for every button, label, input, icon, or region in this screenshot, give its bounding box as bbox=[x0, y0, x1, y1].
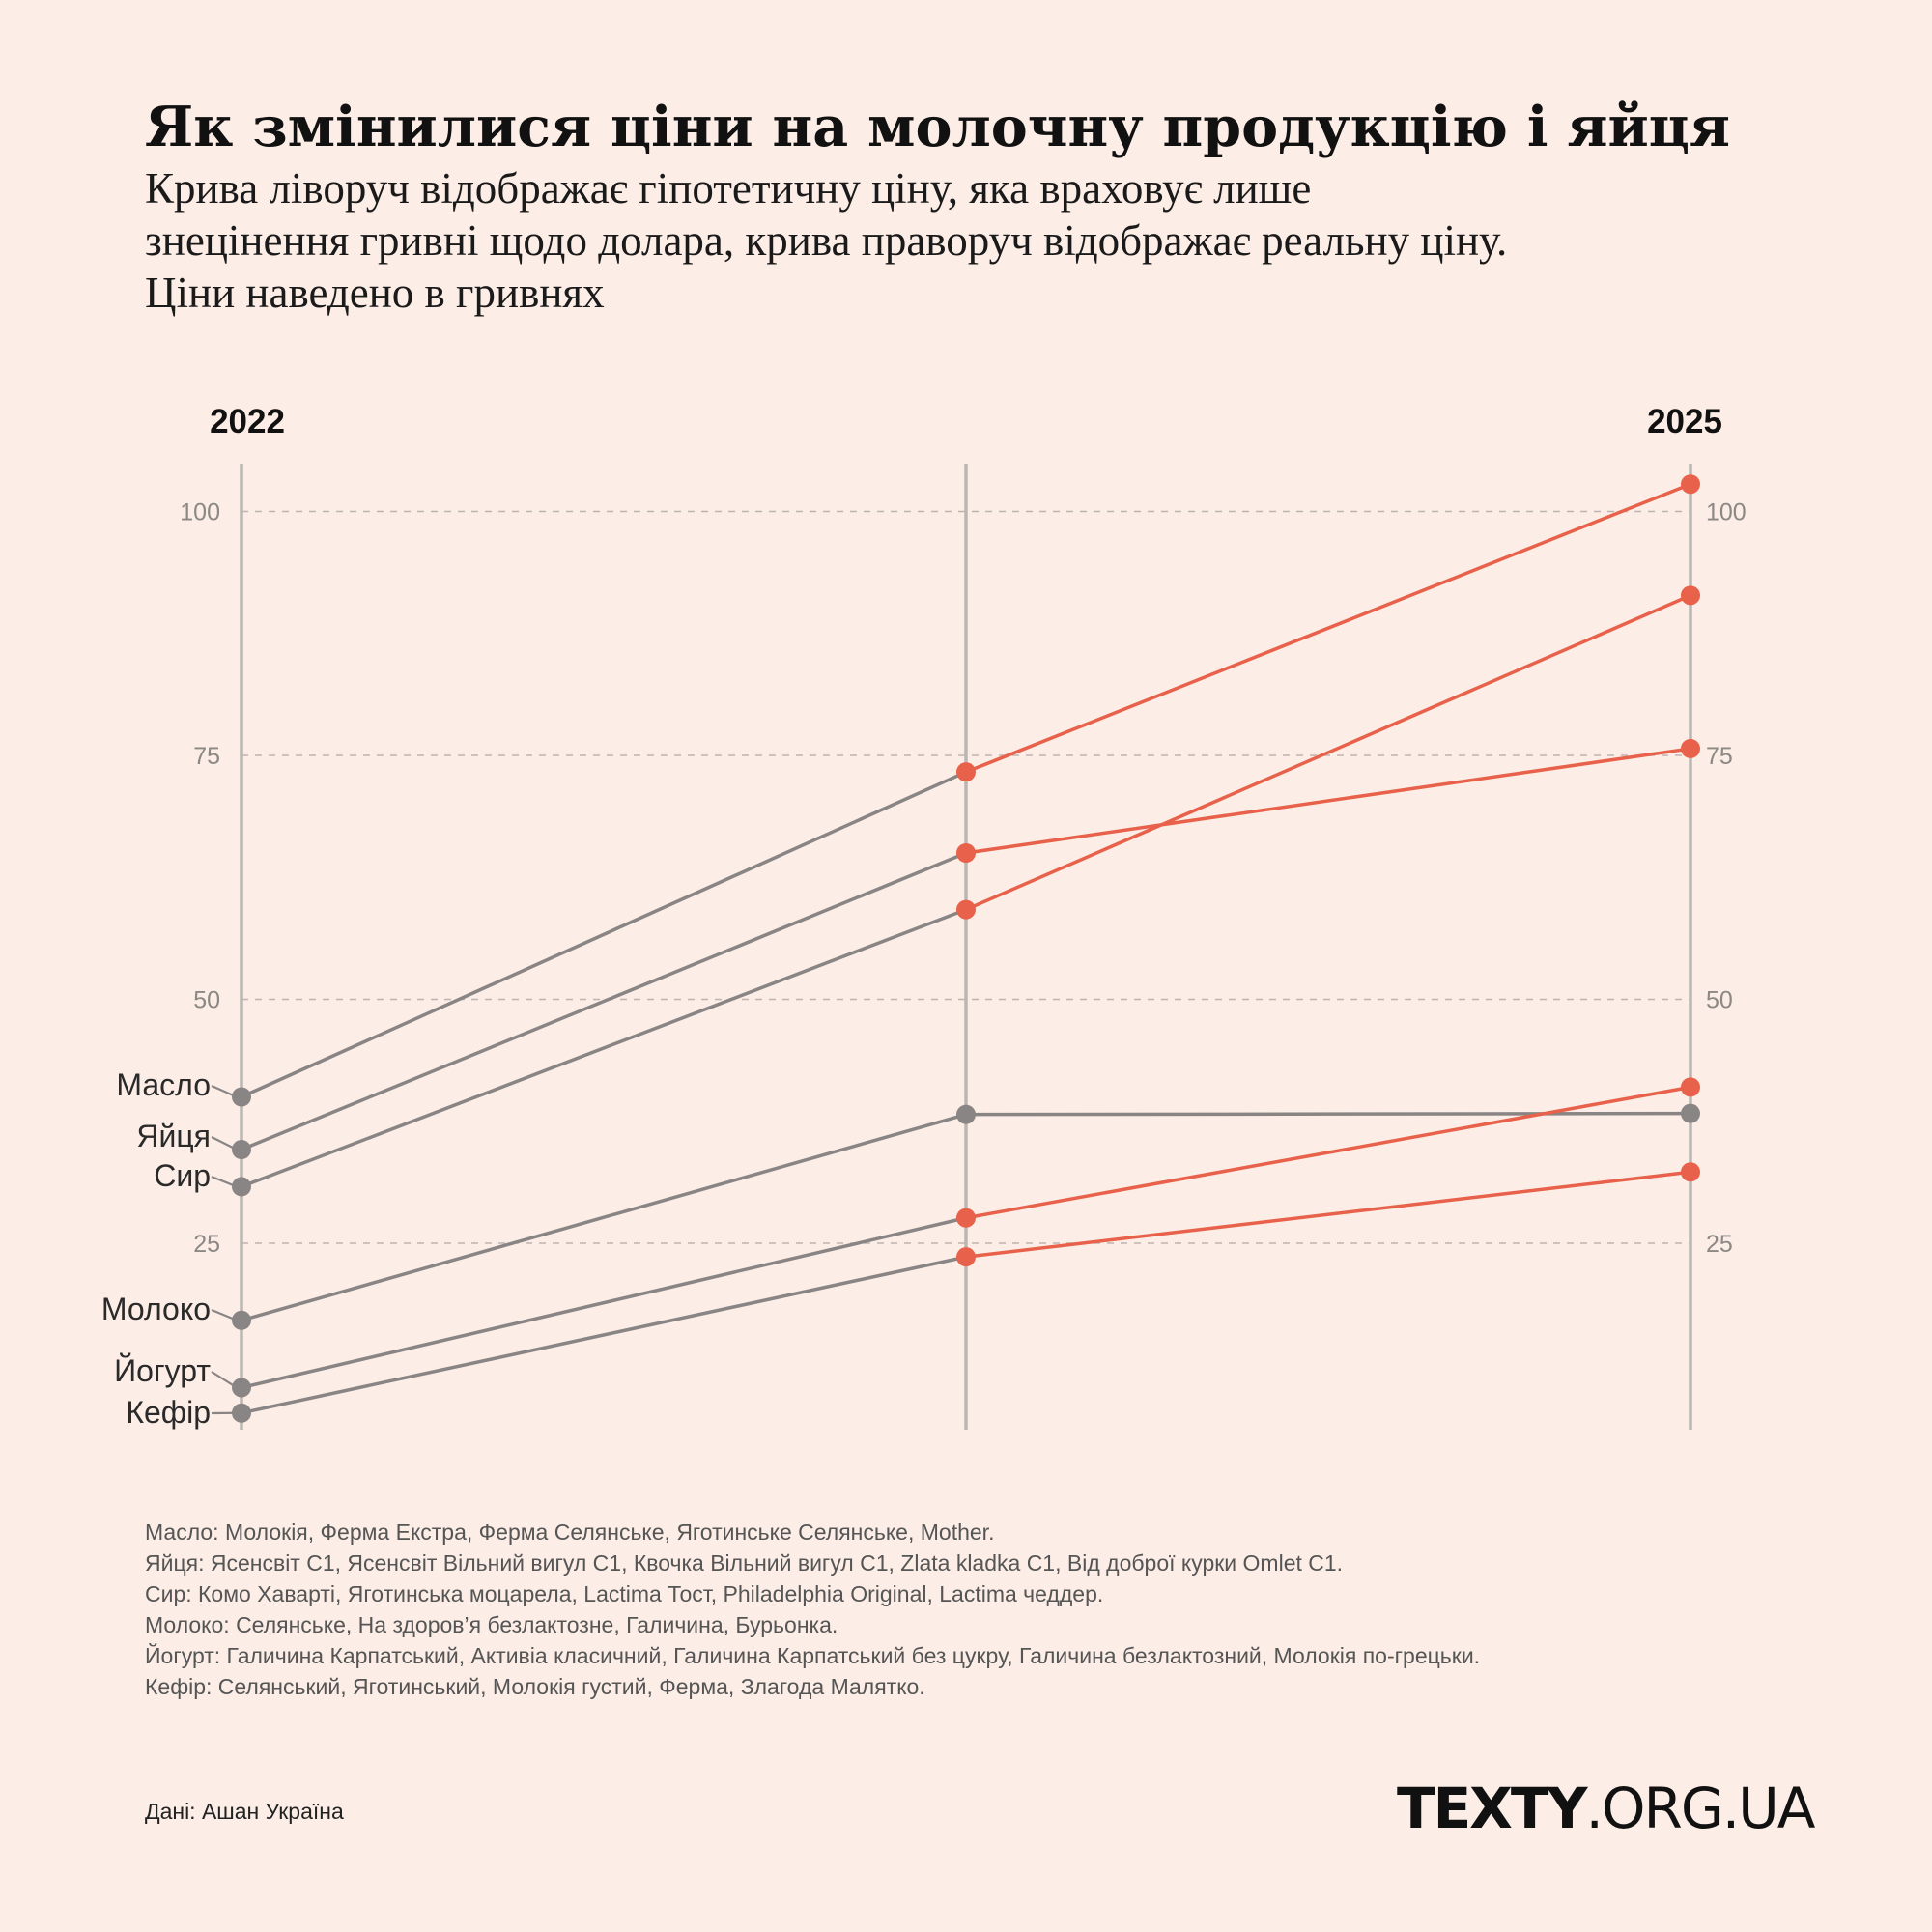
data-point bbox=[232, 1087, 251, 1107]
brand-logo-bold: TEXTY bbox=[1397, 1776, 1587, 1841]
data-point bbox=[1681, 1162, 1700, 1182]
data-point bbox=[956, 1247, 976, 1267]
data-point bbox=[1681, 474, 1700, 495]
label-leader-line bbox=[211, 1175, 238, 1188]
product-notes: Масло: Молокія, Ферма Екстра, Ферма Селя… bbox=[145, 1517, 1480, 1702]
y-tick-label-left: 50 bbox=[193, 987, 220, 1014]
series-label: Молоко bbox=[101, 1292, 211, 1326]
y-tick-label-left: 25 bbox=[193, 1231, 220, 1258]
series-label: Яйця bbox=[136, 1119, 211, 1153]
y-tick-label-right: 100 bbox=[1706, 499, 1747, 526]
brand-logo: TEXTY.ORG.UA bbox=[1397, 1776, 1815, 1841]
year-label-2025: 2025 bbox=[1647, 403, 1722, 440]
y-tick-label-right: 75 bbox=[1706, 743, 1733, 770]
data-point bbox=[1681, 738, 1700, 758]
y-tick-label-left: 75 bbox=[193, 743, 220, 770]
data-point bbox=[956, 1104, 976, 1124]
data-point bbox=[956, 762, 976, 782]
chart-subtitle: Крива ліворуч відображає гіпотетичну цін… bbox=[145, 162, 1845, 319]
label-leader-line bbox=[211, 1136, 238, 1151]
series-label: Йогурт bbox=[114, 1353, 211, 1388]
note-line: Кефір: Селянський, Яготинський, Молокія … bbox=[145, 1674, 925, 1699]
series-line-segment bbox=[240, 851, 968, 1151]
series-line-segment bbox=[240, 1255, 968, 1415]
data-point bbox=[232, 1177, 251, 1197]
series-line-segment bbox=[240, 1215, 968, 1390]
data-point bbox=[956, 899, 976, 920]
chart-title: Як змінилися ціни на молочну продукцію і… bbox=[145, 95, 1730, 159]
y-tick-label-right: 25 bbox=[1706, 1231, 1733, 1258]
subtitle-line: Ціни наведено в гривнях bbox=[145, 269, 605, 317]
series-line-segment bbox=[964, 593, 1692, 912]
note-line: Масло: Молокія, Ферма Екстра, Ферма Селя… bbox=[145, 1520, 995, 1545]
year-label-2022: 2022 bbox=[210, 403, 285, 440]
series-line-segment bbox=[240, 770, 968, 1099]
data-point bbox=[232, 1140, 251, 1160]
note-line: Молоко: Селянське, На здоров’я безлактоз… bbox=[145, 1612, 838, 1637]
label-leader-line bbox=[211, 1084, 238, 1098]
series-line-segment bbox=[964, 747, 1692, 855]
subtitle-line: знецінення гривні щодо долара, крива пра… bbox=[145, 216, 1508, 265]
data-point bbox=[232, 1403, 251, 1423]
note-line: Йогурт: Галичина Карпатський, Активіа кл… bbox=[145, 1643, 1481, 1668]
subtitle-line: Крива ліворуч відображає гіпотетичну цін… bbox=[145, 164, 1312, 213]
brand-logo-rest: .ORG.UA bbox=[1585, 1776, 1815, 1841]
series-line-segment bbox=[964, 1085, 1692, 1220]
series-label: Кефір bbox=[126, 1395, 211, 1430]
slope-chart: 25 25 50 50 75 75 100 100 2022 2025 Масло Яйця Сир Мо… bbox=[101, 403, 1747, 1430]
note-line: Яйця: Ясенсвіт С1, Ясенсвіт Вільний вигу… bbox=[145, 1550, 1344, 1576]
y-tick-label-left: 100 bbox=[180, 499, 220, 526]
data-point bbox=[1681, 1103, 1700, 1123]
y-tick-label-right: 50 bbox=[1706, 987, 1733, 1014]
data-point bbox=[1681, 585, 1700, 606]
data-point bbox=[956, 1208, 976, 1228]
series-label: Масло bbox=[116, 1067, 211, 1102]
data-source: Дані: Ашан Україна bbox=[145, 1799, 344, 1824]
series-line-segment bbox=[240, 907, 968, 1189]
note-line: Сир: Комо Хаварті, Яготинська моцарела, … bbox=[145, 1581, 1104, 1606]
series-line-segment bbox=[964, 1170, 1692, 1259]
series-line-segment bbox=[240, 1112, 968, 1322]
data-point bbox=[1681, 1077, 1700, 1097]
data-point bbox=[956, 843, 976, 863]
series-line-segment bbox=[964, 482, 1692, 774]
label-leader-line bbox=[211, 1371, 238, 1389]
label-leader-line bbox=[211, 1308, 238, 1321]
series-label: Сир bbox=[154, 1158, 211, 1193]
series-line-segment bbox=[964, 1111, 1692, 1117]
data-point bbox=[232, 1378, 251, 1398]
data-point bbox=[232, 1310, 251, 1330]
